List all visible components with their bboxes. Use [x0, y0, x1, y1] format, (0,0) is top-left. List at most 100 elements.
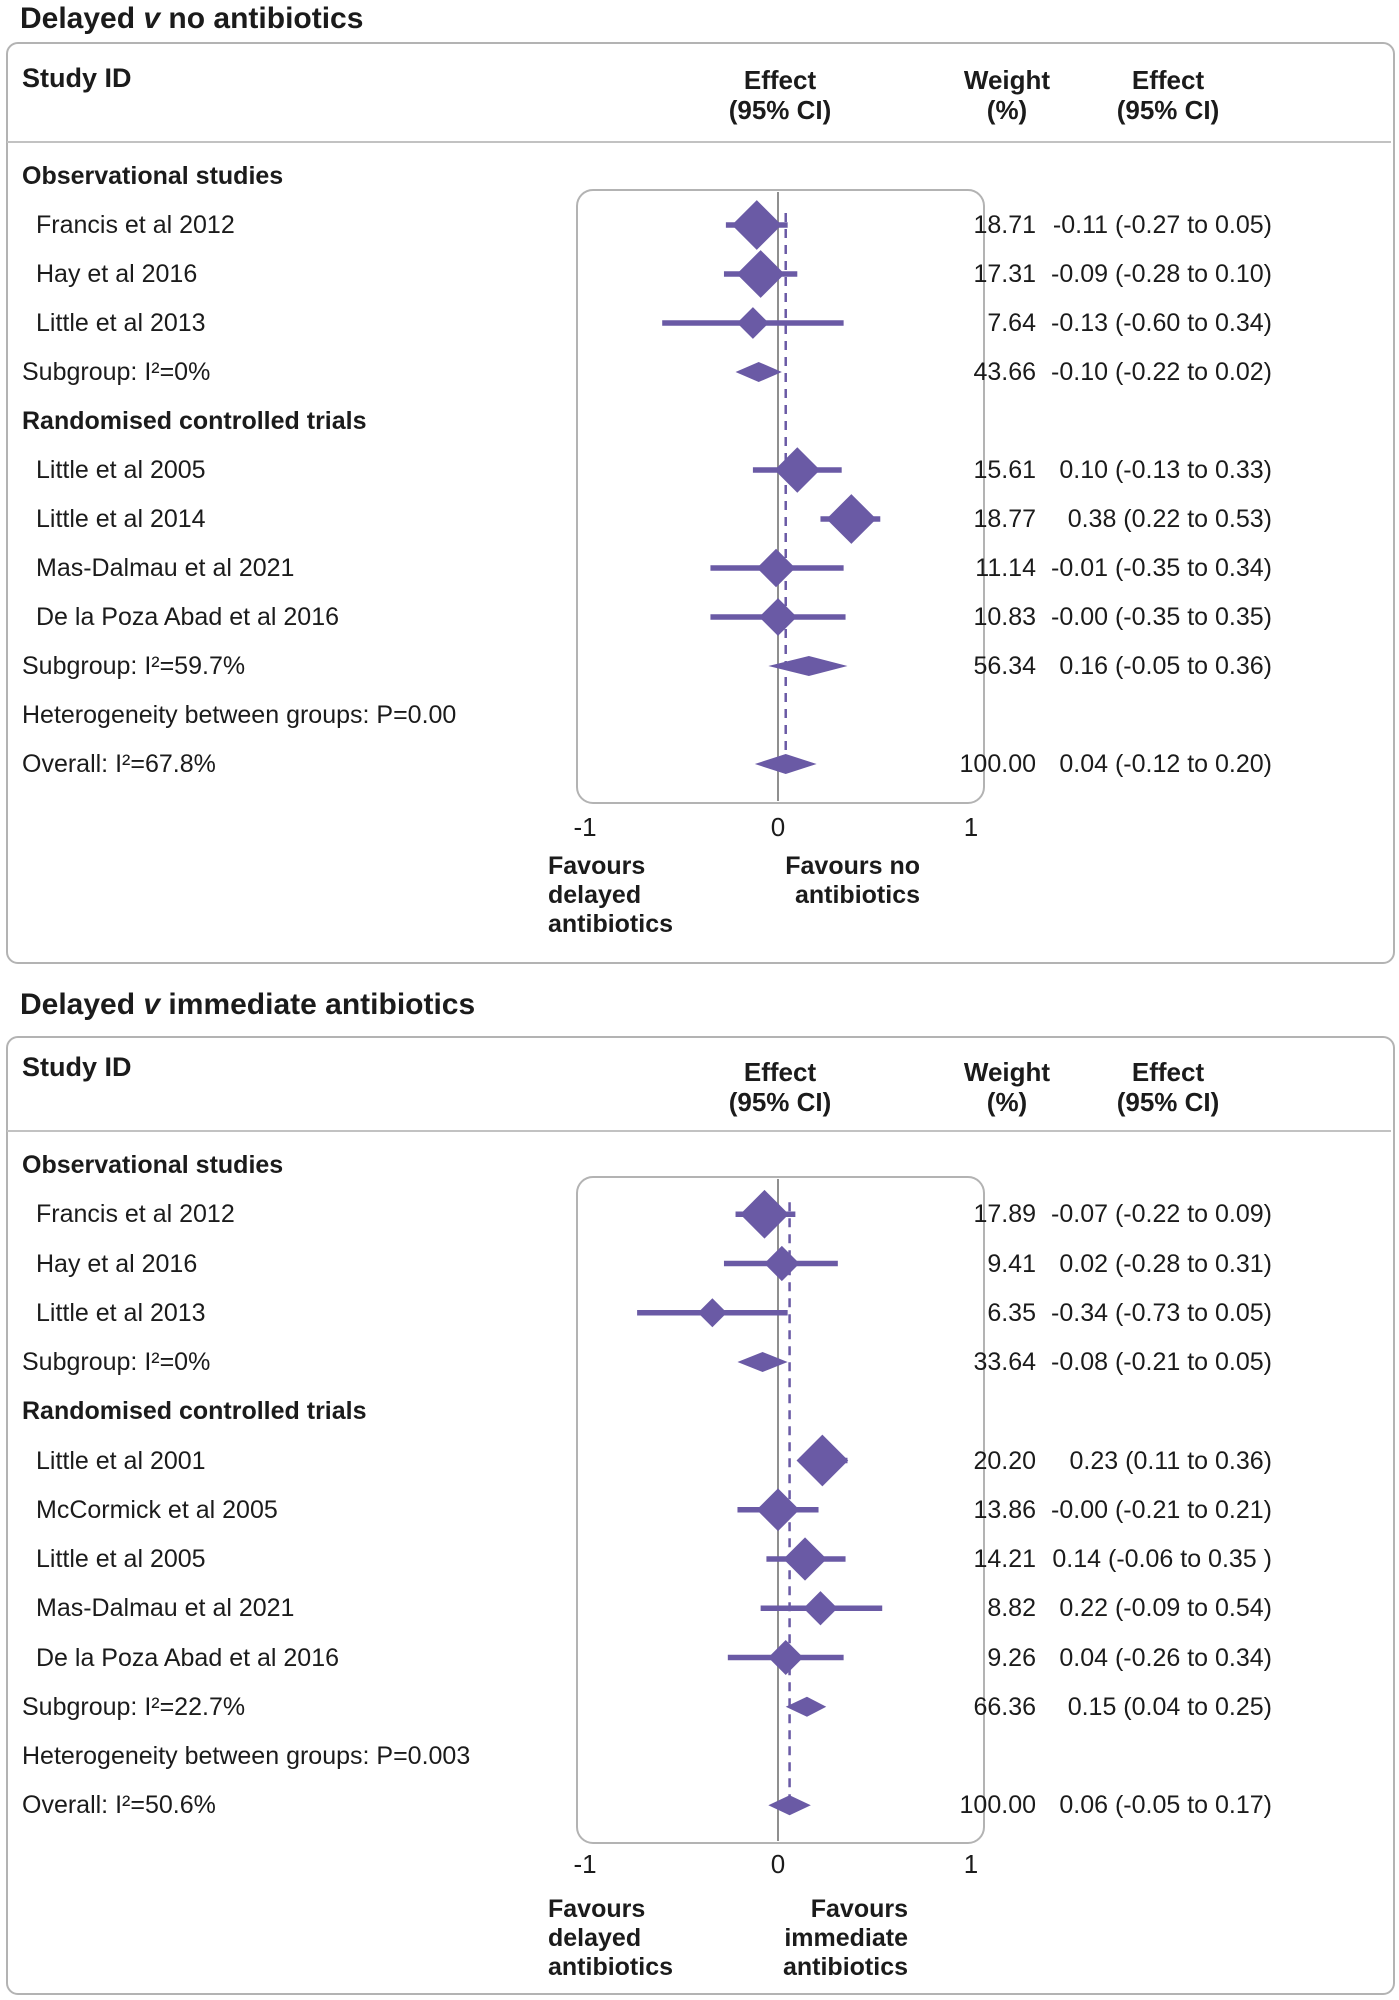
panel1-row-label-note: Heterogeneity between groups: P=0.00 [22, 701, 457, 729]
panel1-weight-value: 7.64 [987, 309, 1036, 337]
panel2-title-versus: v [143, 988, 161, 1021]
panel2-weight-value: 6.35 [987, 1298, 1036, 1327]
panel2-axis-tick: -1 [573, 1849, 597, 1879]
panel2-favours-left-label: Favours delayed antibiotics [548, 1895, 674, 1981]
panel2-effect-ci-value: 0.04 (-0.26 to 0.34) [1059, 1643, 1272, 1672]
panel2-title-rest: immediate antibiotics [160, 988, 476, 1021]
panel1-weight-value: 10.83 [973, 603, 1036, 631]
panel1-weight-value: 100.00 [959, 750, 1036, 778]
panel1-axis-tick: 1 [963, 812, 979, 842]
panel2-row-label-study: Little et al 2001 [36, 1446, 206, 1475]
panel2-effect-ci-value: 0.02 (-0.28 to 0.31) [1059, 1249, 1272, 1278]
panel1-row-label-study: Little et al 2014 [36, 505, 206, 533]
panel2-row-label-pooled: Subgroup: I²=22.7% [22, 1692, 246, 1721]
panel2-header-divider [7, 1130, 1391, 1132]
panel2-row-label-note: Heterogeneity between groups: P=0.003 [22, 1742, 471, 1770]
panel2-weight-value: 8.82 [987, 1594, 1036, 1623]
panel2-weight-value: 17.89 [973, 1200, 1036, 1229]
panel2-row-label-study: Mas-Dalmau et al 2021 [36, 1594, 295, 1623]
panel2-weight-value: 66.36 [973, 1692, 1036, 1721]
panel2-weight-value: 13.86 [973, 1495, 1036, 1524]
panel1-header-effect-ci: Effect (95% CI) [1116, 65, 1220, 125]
panel1-header-weight: Weight (%) [963, 65, 1051, 125]
panel2-row-label-study: De la Poza Abad et al 2016 [36, 1643, 340, 1672]
panel1-weight-value: 43.66 [973, 358, 1036, 386]
panel2-effect-ci-value: 0.22 (-0.09 to 0.54) [1059, 1594, 1272, 1623]
panel1-weight-value: 17.31 [973, 260, 1036, 288]
panel1-header-divider [7, 141, 1391, 143]
panel2-header-study-id: Study ID [22, 1052, 132, 1082]
panel2-title: Delayed v immediate antibiotics [20, 988, 475, 1022]
panel1-frame [6, 42, 1395, 964]
panel2-weight-value: 14.21 [973, 1545, 1036, 1573]
panel2-row-label-study: McCormick et al 2005 [36, 1495, 278, 1524]
panel2-row-label-study: Little et al 2005 [36, 1545, 206, 1573]
panel2-weight-value: 20.20 [973, 1446, 1036, 1475]
panel2-weight-value: 9.26 [987, 1643, 1036, 1672]
panel1-weight-value: 56.34 [973, 652, 1036, 680]
panel1-row-label-pooled: Subgroup: I²=59.7% [22, 652, 246, 680]
panel1-title-rest: no antibiotics [160, 2, 364, 35]
panel2-effect-ci-value: -0.00 (-0.21 to 0.21) [1051, 1495, 1272, 1524]
panel2-effect-ci-value: -0.08 (-0.21 to 0.05) [1051, 1348, 1272, 1376]
panel2-row-label-heading: Observational studies [22, 1151, 284, 1179]
panel2-effect-ci-value: 0.06 (-0.05 to 0.17) [1059, 1791, 1272, 1820]
panel1-effect-ci-value: -0.01 (-0.35 to 0.34) [1051, 554, 1272, 582]
panel1-row-label-study: Little et al 2013 [36, 309, 206, 337]
panel1-weight-value: 18.77 [973, 505, 1036, 533]
panel2-axis-tick: 1 [963, 1849, 979, 1879]
panel1-row-label-study: Mas-Dalmau et al 2021 [36, 554, 295, 582]
panel1-effect-ci-value: 0.10 (-0.13 to 0.33) [1059, 456, 1272, 484]
panel1-weight-value: 18.71 [973, 211, 1036, 239]
panel2-frame [6, 1036, 1395, 1995]
panel1-row-label-heading: Randomised controlled trials [22, 407, 367, 435]
panel1-weight-value: 11.14 [975, 554, 1036, 582]
panel2-effect-ci-value: 0.14 (-0.06 to 0.35 ) [1052, 1545, 1272, 1573]
panel1-effect-ci-value: -0.09 (-0.28 to 0.10) [1051, 260, 1272, 288]
panel2-favours-right-label: Favours immediate antibiotics [782, 1895, 908, 1981]
panel1-row-label-pooled: Subgroup: I²=0% [22, 358, 211, 386]
panel2-title-lead: Delayed [20, 988, 144, 1021]
panel1-row-label-study: Francis et al 2012 [36, 211, 235, 239]
panel1-axis-tick: -1 [573, 812, 597, 842]
panel2-header-weight: Weight (%) [963, 1057, 1051, 1117]
panel1-title-lead: Delayed [20, 2, 144, 35]
panel2-row-label-pooled: Overall: I²=50.6% [22, 1791, 216, 1820]
panel2-effect-ci-value: 0.23 (0.11 to 0.36) [1069, 1446, 1272, 1475]
panel1-effect-ci-value: 0.16 (-0.05 to 0.36) [1059, 652, 1272, 680]
panel2-header-effect-ci: Effect (95% CI) [1116, 1057, 1220, 1117]
panel1-effect-ci-value: 0.38 (0.22 to 0.53) [1067, 505, 1272, 533]
panel1-effect-ci-value: 0.04 (-0.12 to 0.20) [1059, 750, 1272, 778]
panel1-effect-ci-value: -0.10 (-0.22 to 0.02) [1051, 358, 1272, 386]
panel2-weight-value: 100.00 [959, 1791, 1036, 1820]
panel1-effect-ci-value: -0.13 (-0.60 to 0.34) [1051, 309, 1272, 337]
panel1-row-label-pooled: Overall: I²=67.8% [22, 750, 216, 778]
panel2-row-label-heading: Randomised controlled trials [22, 1397, 367, 1426]
panel2-weight-value: 9.41 [987, 1249, 1036, 1278]
panel1-effect-ci-value: -0.11 (-0.27 to 0.05) [1052, 211, 1272, 239]
panel2-header-effect-plot: Effect (95% CI) [728, 1057, 832, 1117]
panel1-row-label-study: De la Poza Abad et al 2016 [36, 603, 340, 631]
panel1-effect-ci-value: -0.00 (-0.35 to 0.35) [1051, 603, 1272, 631]
panel1-favours-right-label: Favours no antibiotics [785, 852, 920, 909]
panel2-row-label-study: Little et al 2013 [36, 1298, 206, 1327]
panel1-title: Delayed v no antibiotics [20, 2, 363, 36]
panel1-header-study-id: Study ID [22, 63, 132, 93]
panel1-favours-left-label: Favours delayed antibiotics [548, 852, 674, 938]
panel2-row-label-study: Hay et al 2016 [36, 1249, 198, 1278]
panel2-effect-ci-value: -0.07 (-0.22 to 0.09) [1051, 1200, 1272, 1229]
panel2-row-label-study: Francis et al 2012 [36, 1200, 235, 1229]
panel1-title-versus: v [143, 2, 161, 35]
panel2-effect-ci-value: -0.34 (-0.73 to 0.05) [1051, 1298, 1272, 1327]
panel2-weight-value: 33.64 [973, 1348, 1036, 1376]
panel2-effect-ci-value: 0.15 (0.04 to 0.25) [1067, 1692, 1272, 1721]
panel1-header-effect-plot: Effect (95% CI) [728, 65, 832, 125]
panel1-row-label-heading: Observational studies [22, 162, 284, 190]
panel1-axis-tick: 0 [770, 812, 786, 842]
panel2-row-label-pooled: Subgroup: I²=0% [22, 1348, 211, 1376]
panel1-row-label-study: Little et al 2005 [36, 456, 206, 484]
panel1-row-label-study: Hay et al 2016 [36, 260, 198, 288]
panel1-weight-value: 15.61 [973, 456, 1036, 484]
panel2-axis-tick: 0 [770, 1849, 786, 1879]
